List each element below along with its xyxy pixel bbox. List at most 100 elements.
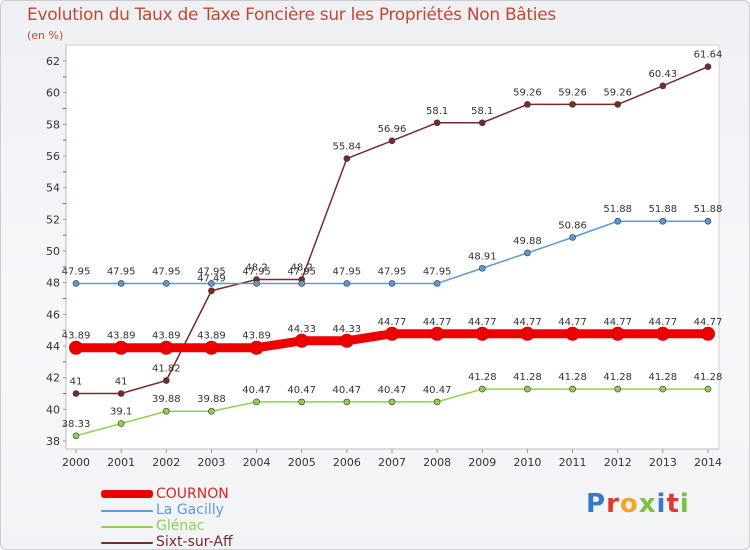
data-label: 41.28	[468, 372, 497, 383]
data-point	[524, 249, 531, 257]
data-point	[388, 280, 396, 287]
data-point	[478, 385, 486, 393]
y-tick-label: 42	[46, 372, 60, 385]
x-tick-label: 2002	[152, 456, 180, 469]
data-label: 44.33	[333, 324, 362, 335]
data-point	[433, 280, 441, 287]
data-label: 47.95	[197, 266, 226, 277]
data-point	[524, 385, 531, 393]
x-tick-label: 2013	[649, 456, 677, 469]
data-label: 41	[115, 377, 128, 388]
x-tick-label: 2000	[62, 456, 90, 469]
data-label: 58.1	[471, 106, 493, 117]
y-tick-label: 62	[46, 55, 60, 68]
legend-swatch	[101, 490, 153, 498]
data-point	[565, 326, 580, 341]
data-label: 40.47	[287, 385, 316, 396]
data-point	[614, 385, 622, 393]
legend-label: COURNON	[156, 486, 229, 502]
data-point	[298, 280, 306, 287]
y-tick-label: 54	[46, 182, 60, 195]
legend-label: Sixt-sur-Aff	[156, 534, 233, 550]
data-label: 47.95	[107, 266, 136, 277]
data-label: 39.1	[110, 407, 132, 418]
data-label: 61.64	[694, 50, 723, 61]
data-label: 44.77	[513, 317, 542, 328]
data-point	[159, 340, 174, 355]
y-tick-label: 52	[46, 213, 60, 226]
x-tick-label: 2012	[604, 456, 632, 469]
data-point	[610, 326, 625, 341]
logo-letter: i	[656, 489, 667, 519]
data-point	[343, 398, 351, 406]
data-label: 49.88	[513, 236, 542, 247]
data-point	[478, 119, 486, 127]
data-point	[208, 407, 215, 415]
x-tick-label: 2009	[468, 456, 496, 469]
data-point	[114, 340, 129, 355]
logo-letter: r	[606, 489, 620, 519]
x-tick-label: 2011	[559, 456, 587, 469]
data-point	[385, 326, 399, 341]
chart-legend: COURNON La Gacilly Glénac Sixt-sur-Aff	[101, 486, 301, 550]
logo-letter: x	[638, 489, 657, 519]
data-label: 40.47	[333, 385, 362, 396]
data-label: 51.88	[603, 204, 632, 215]
data-point	[162, 280, 170, 287]
data-point	[117, 390, 125, 397]
data-label: 47.95	[423, 266, 452, 277]
data-point	[433, 398, 441, 406]
data-label: 43.89	[197, 331, 226, 342]
data-label: 44.77	[694, 317, 723, 328]
data-label: 43.89	[107, 331, 136, 342]
data-point	[117, 280, 125, 287]
unit-label: (en %)	[27, 29, 64, 42]
data-label: 41.82	[152, 364, 181, 375]
data-point	[208, 280, 215, 287]
data-point	[614, 217, 622, 225]
data-label: 44.77	[468, 317, 497, 328]
data-point	[614, 101, 622, 108]
data-point	[162, 377, 170, 384]
data-point	[339, 333, 354, 348]
data-label: 41.28	[513, 372, 542, 383]
logo-letter: t	[666, 489, 680, 519]
data-point	[659, 82, 667, 90]
data-label: 47.49	[197, 274, 226, 285]
data-label: 47.95	[152, 266, 181, 277]
data-label: 56.96	[378, 124, 407, 135]
data-label: 44.33	[287, 324, 316, 335]
data-label: 50.86	[558, 220, 587, 231]
y-tick-label: 58	[46, 118, 60, 131]
data-point	[117, 420, 125, 427]
data-point	[569, 385, 576, 393]
chart-title: Evolution du Taux de Taxe Foncière sur l…	[27, 5, 556, 25]
data-point	[655, 326, 670, 341]
data-point	[704, 63, 712, 70]
data-label: 43.89	[152, 331, 181, 342]
data-point	[72, 390, 80, 397]
data-label: 47.95	[242, 266, 271, 277]
data-label: 44.77	[558, 317, 587, 328]
x-tick-label: 2003	[197, 456, 225, 469]
data-point	[524, 101, 531, 108]
logo-letter: i	[679, 489, 690, 519]
data-point	[343, 280, 351, 287]
data-point	[659, 217, 667, 225]
data-label: 47.95	[378, 266, 407, 277]
y-tick-label: 60	[46, 87, 60, 100]
data-label: 58.1	[426, 106, 448, 117]
y-tick-label: 56	[46, 150, 60, 163]
legend-item: Sixt-sur-Aff	[101, 534, 301, 550]
data-point	[298, 398, 306, 406]
y-tick-label: 44	[46, 340, 60, 353]
data-point	[433, 119, 441, 127]
data-label: 47.95	[333, 266, 362, 277]
data-label: 48.91	[468, 251, 497, 262]
x-tick-label: 2001	[107, 456, 135, 469]
data-label: 41	[70, 377, 83, 388]
data-point	[343, 155, 351, 162]
data-label: 59.26	[513, 87, 542, 98]
data-label: 47.95	[62, 266, 91, 277]
